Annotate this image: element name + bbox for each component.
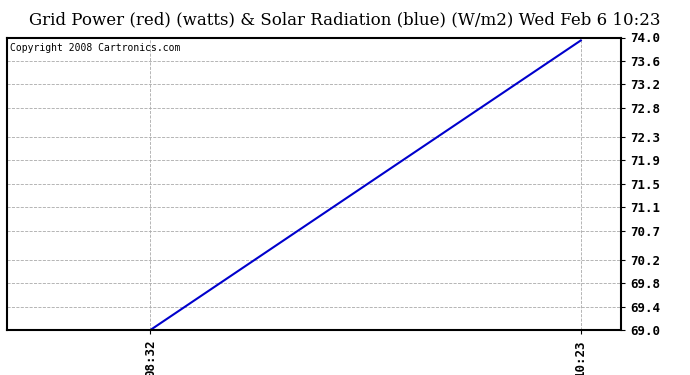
Text: Copyright 2008 Cartronics.com: Copyright 2008 Cartronics.com xyxy=(10,44,180,53)
Text: Grid Power (red) (watts) & Solar Radiation (blue) (W/m2) Wed Feb 6 10:23: Grid Power (red) (watts) & Solar Radiati… xyxy=(29,11,661,28)
